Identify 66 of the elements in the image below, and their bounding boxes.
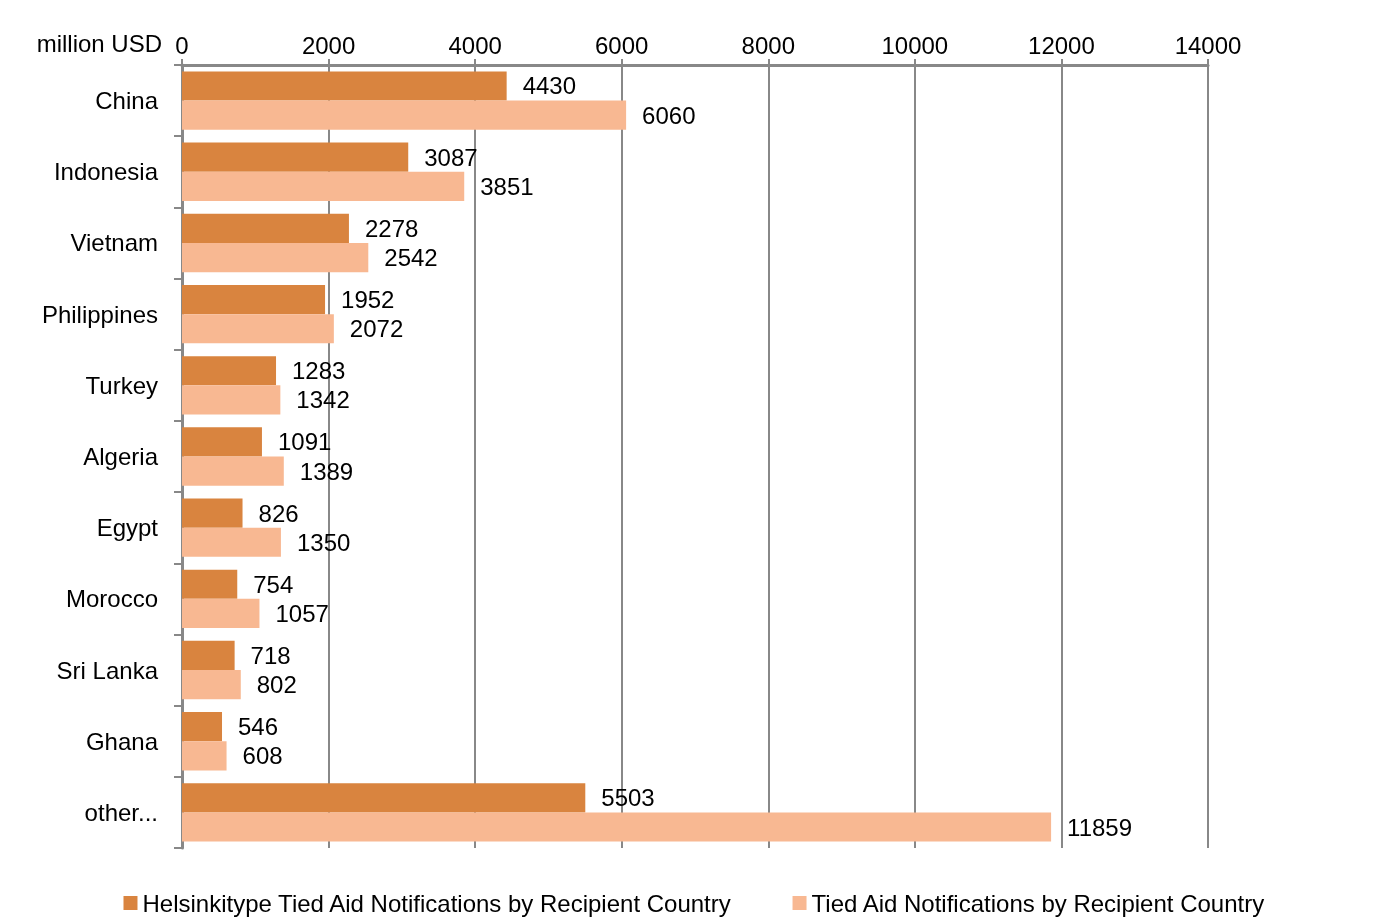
data-label: 546 <box>238 713 279 741</box>
data-label: 4430 <box>522 72 577 100</box>
y-tick-label: other... <box>84 798 158 826</box>
data-label: 1057 <box>275 599 329 627</box>
data-label: 1389 <box>299 457 354 485</box>
bar <box>182 527 281 557</box>
bar <box>182 569 238 599</box>
x-tick-label: 10000 <box>881 31 949 59</box>
bar <box>182 356 277 386</box>
y-tick-label: China <box>95 87 159 115</box>
data-label: 5503 <box>601 784 655 812</box>
data-label: 11859 <box>1067 813 1133 841</box>
data-label: 1283 <box>292 357 346 385</box>
bar <box>182 427 262 457</box>
data-label: 2542 <box>384 244 438 272</box>
data-label: 826 <box>258 499 299 527</box>
bar <box>182 242 369 273</box>
bar <box>182 712 223 742</box>
bar <box>182 284 326 315</box>
bar <box>182 598 260 629</box>
data-label: 608 <box>242 742 283 770</box>
y-tick-label: Vietnam <box>70 229 158 257</box>
bar <box>182 741 227 771</box>
data-label: 2278 <box>364 214 419 242</box>
bar <box>182 100 627 130</box>
x-tick-label: 6000 <box>595 31 649 59</box>
x-axis-title: million USD <box>36 29 162 57</box>
data-label: 3851 <box>480 172 534 200</box>
data-label: 1342 <box>296 386 350 414</box>
x-tick-label: 0 <box>175 31 189 59</box>
data-label: 802 <box>256 671 297 699</box>
x-tick-label: 8000 <box>741 31 795 59</box>
x-tick-label: 4000 <box>448 31 502 59</box>
legend-label: Tied Aid Notifications by Recipient Country <box>811 889 1265 917</box>
bar <box>182 171 465 201</box>
y-tick-label: Sri Lanka <box>56 656 159 684</box>
y-tick-label: Egypt <box>96 514 159 542</box>
bar <box>182 670 241 700</box>
bar <box>182 640 235 671</box>
bar <box>182 213 349 243</box>
y-tick-label: Algeria <box>83 443 159 470</box>
data-label: 1350 <box>296 528 351 556</box>
y-tick-label: Morocco <box>65 585 158 613</box>
y-tick-label: Philippines <box>41 300 158 328</box>
x-tick-label: 2000 <box>301 31 356 59</box>
bar <box>182 142 409 172</box>
legend-label: Helsinkitype Tied Aid Notifications by Recipient Country <box>142 889 731 917</box>
bar <box>182 385 281 415</box>
bar <box>182 783 586 813</box>
data-label: 754 <box>253 570 294 598</box>
data-label: 1091 <box>277 428 332 456</box>
data-label: 718 <box>250 641 291 669</box>
bar <box>182 456 284 486</box>
bar <box>182 71 507 101</box>
y-tick-label: Indonesia <box>53 158 159 186</box>
bar <box>182 812 1052 842</box>
data-label: 3087 <box>424 143 478 171</box>
bar <box>182 498 243 528</box>
data-label: 6060 <box>642 101 696 129</box>
x-tick-label: 12000 <box>1028 31 1095 59</box>
x-tick-label: 14000 <box>1174 31 1242 59</box>
data-label: 2072 <box>349 315 404 343</box>
y-tick-label: Ghana <box>85 727 159 755</box>
data-label: 1952 <box>341 286 395 314</box>
bar <box>182 314 334 344</box>
y-tick-label: Turkey <box>85 371 158 399</box>
